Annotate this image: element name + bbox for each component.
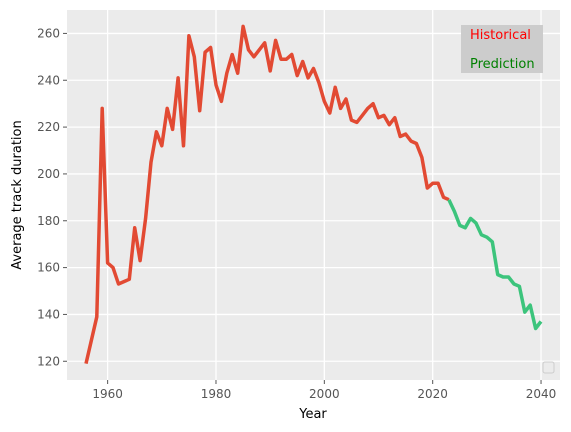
x-tick-label: 2020 (417, 387, 448, 401)
series-lines (84, 24, 543, 364)
x-tick-label: 2000 (309, 387, 340, 401)
historical-annotation-text: Historical (470, 28, 531, 43)
historical-annotation: Historical (461, 25, 543, 44)
y-axis-label: Average track duration (10, 120, 25, 269)
x-tick-label: 1980 (201, 387, 232, 401)
x-axis-label: Year (298, 407, 327, 422)
prediction-annotation-box (461, 44, 543, 73)
legend-box (542, 361, 555, 374)
prediction-annotation-text: Prediction (470, 57, 535, 72)
prediction-annotation: Prediction (461, 44, 543, 73)
y-tick-label: 200 (37, 167, 60, 181)
y-tick-labels: 120 140 160 180 200 220 240 260 (37, 26, 67, 368)
prediction-series-line (447, 198, 543, 331)
x-tick-labels: 1960 1980 2000 2020 2040 (92, 380, 556, 401)
x-tick-label: 1960 (92, 387, 123, 401)
y-tick-label: 180 (37, 214, 60, 228)
x-tick-label: 2040 (526, 387, 557, 401)
grid-lines (67, 10, 560, 380)
historical-annotation-box (461, 25, 543, 44)
y-tick-label: 260 (37, 26, 60, 40)
y-tick-label: 160 (37, 261, 60, 275)
y-tick-label: 240 (37, 73, 60, 87)
y-tick-label: 220 (37, 120, 60, 134)
y-tick-label: 140 (37, 307, 60, 321)
y-tick-label: 120 (37, 354, 60, 368)
historical-series-line (84, 24, 450, 364)
